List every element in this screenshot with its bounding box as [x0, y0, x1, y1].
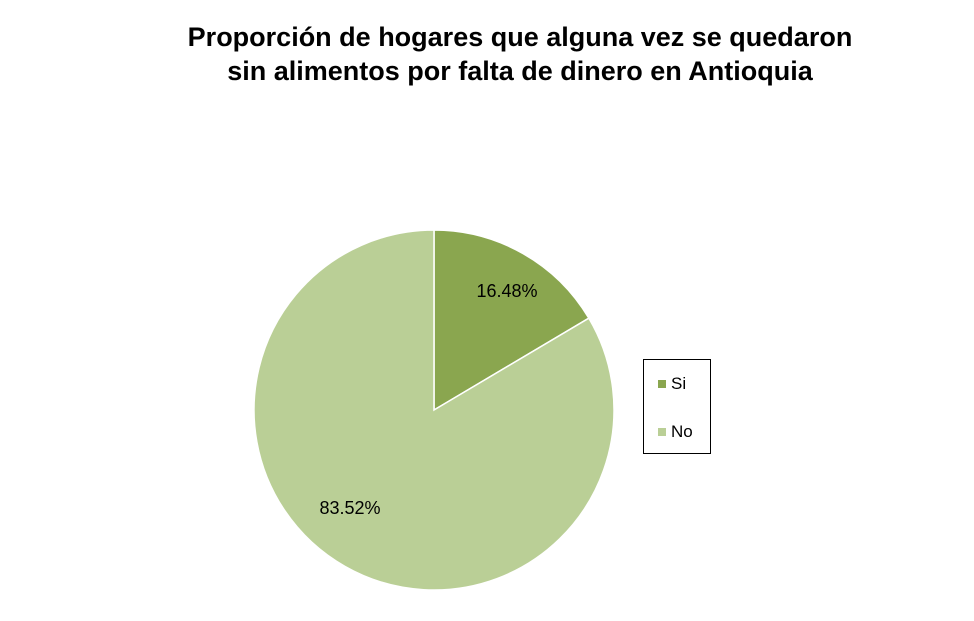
pie-slice-no — [253, 229, 615, 591]
legend-label-si: Si — [671, 374, 687, 393]
pie-data-labels: 16.48% 83.52% — [319, 281, 537, 518]
pie-slices — [253, 229, 615, 591]
legend-swatch-no — [658, 428, 666, 436]
legend-label-no: No — [671, 422, 693, 441]
chart-title-line-1: Proporción de hogares que alguna vez se … — [187, 22, 853, 52]
chart-legend: Si No — [643, 359, 711, 454]
data-label-no: 83.52% — [319, 498, 380, 518]
chart-title-line-2: sin alimentos por falta de dinero en Ant… — [227, 56, 813, 86]
legend-item-si: Si — [658, 374, 686, 394]
pie-slice-si — [433, 229, 590, 412]
legend-item-no: No — [658, 422, 693, 442]
chart-title: Proporción de hogares que alguna vez se … — [120, 20, 920, 88]
legend-swatch-si — [658, 380, 666, 388]
data-label-si: 16.48% — [476, 281, 537, 301]
